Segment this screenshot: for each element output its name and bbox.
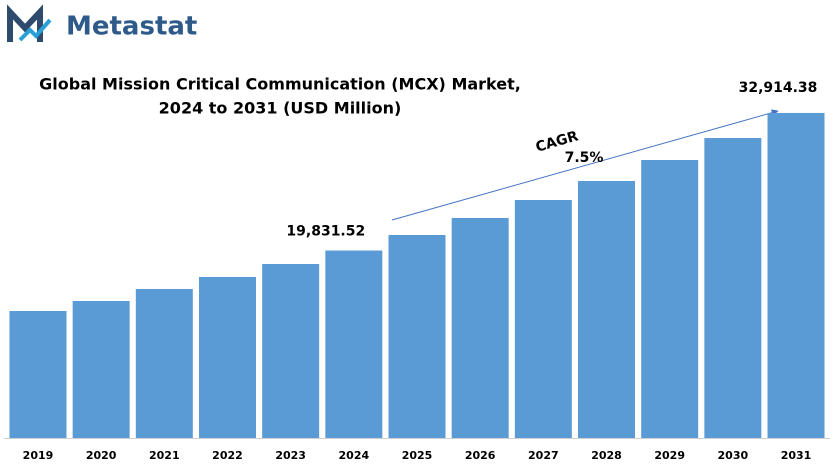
chart-title: 2024 to 2031 (USD Million) bbox=[159, 99, 402, 118]
bar bbox=[451, 218, 509, 438]
bar bbox=[641, 160, 699, 438]
value-label: 19,831.52 bbox=[286, 224, 365, 240]
x-tick-label: 2027 bbox=[528, 449, 559, 462]
bar bbox=[262, 264, 320, 438]
x-tick-label: 2029 bbox=[654, 449, 685, 462]
bar bbox=[767, 112, 825, 438]
bar bbox=[198, 276, 256, 438]
logo: Metastat bbox=[7, 4, 197, 42]
value-label: 32,914.38 bbox=[739, 80, 818, 96]
bar bbox=[514, 199, 572, 438]
logo-accent bbox=[18, 18, 52, 42]
x-tick-label: 2025 bbox=[402, 449, 433, 462]
x-tick-label: 2031 bbox=[781, 449, 812, 462]
x-tick-label: 2019 bbox=[23, 449, 54, 462]
bar bbox=[578, 180, 636, 438]
brand: Metastat bbox=[66, 12, 197, 42]
x-tick-label: 2028 bbox=[591, 449, 622, 462]
x-tick-label: 2023 bbox=[275, 449, 306, 462]
chart-title: Global Mission Critical Communication (M… bbox=[39, 75, 521, 94]
x-tick-label: 2020 bbox=[86, 449, 117, 462]
bar bbox=[704, 138, 762, 438]
x-tick-label: 2030 bbox=[718, 449, 749, 462]
cagr-arrow bbox=[391, 109, 779, 221]
x-tick-label: 2021 bbox=[149, 449, 180, 462]
bar bbox=[72, 301, 130, 438]
x-tick-label: 2024 bbox=[339, 449, 370, 462]
bar bbox=[388, 235, 446, 438]
bar bbox=[135, 288, 193, 438]
bar bbox=[9, 311, 67, 438]
annotation: 7.5% bbox=[565, 150, 604, 166]
x-tick-label: 2022 bbox=[212, 449, 243, 462]
bar bbox=[325, 250, 383, 438]
x-tick-label: 2026 bbox=[465, 449, 496, 462]
logo-icon bbox=[7, 4, 43, 42]
